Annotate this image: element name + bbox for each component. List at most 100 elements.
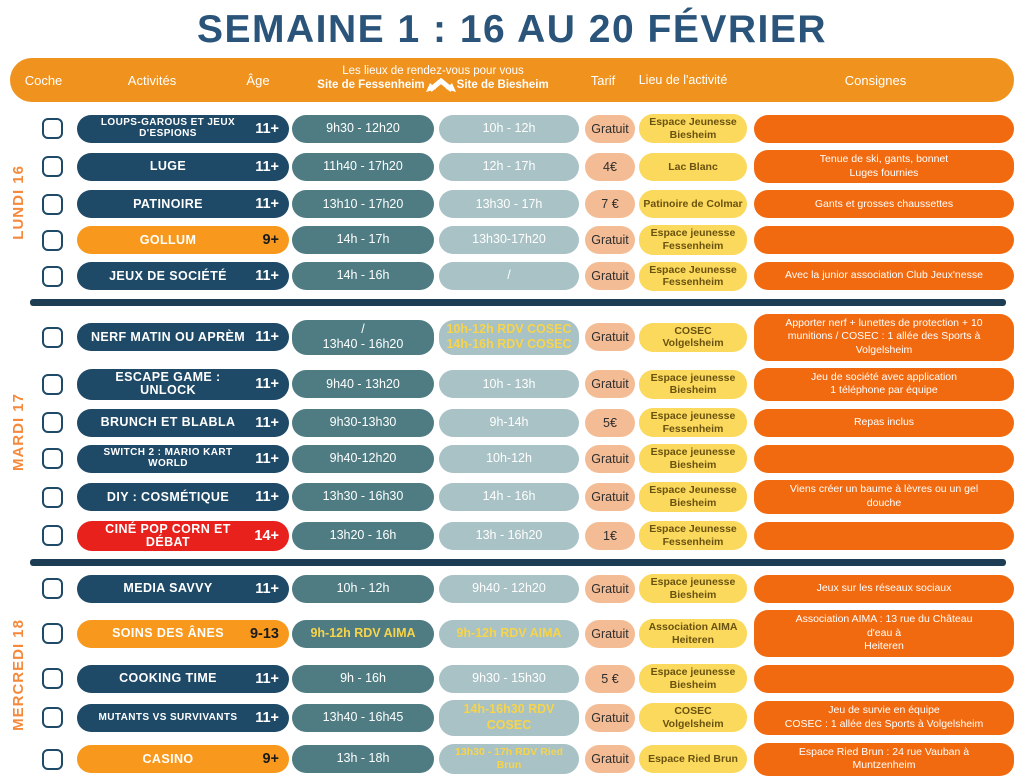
activity-checkbox[interactable]	[42, 486, 63, 508]
table-row: CINÉ POP CORN ET DÉBAT 14+ 13h20 - 16h 13h …	[36, 520, 1024, 551]
activity-pill[interactable]: PATINOIRE 11+	[77, 190, 289, 219]
activity-checkbox[interactable]	[42, 525, 63, 547]
meeting-sites-row: Site de Fessenheim Site de Biesheim	[317, 77, 549, 96]
activity-name: BRUNCH ET BLABLA	[100, 415, 236, 430]
section-separator	[30, 298, 1006, 306]
activity-checkbox[interactable]	[42, 668, 63, 690]
table-row: NERF MATIN OU APRÈM 11+ / 13h40 - 16h20 10h…	[36, 313, 1024, 361]
location-pill: Espace Jeunesse Biesheim	[639, 114, 747, 144]
fessenheim-time-pill: 13h40 - 16h45	[292, 703, 434, 732]
table-row: CASINO 9+ 13h - 18h 13h30 - 17h RDV Ried Br…	[36, 742, 1024, 776]
activity-pill[interactable]: MUTANTS VS SURVIVANTS 11+	[77, 703, 289, 732]
schedule-body: LUNDI 16 LOUPS-GAROUS ET JEUX D'ESPIONS 11…	[0, 108, 1024, 782]
activity-pill[interactable]: BRUNCH ET BLABLA 11+	[77, 408, 289, 437]
shuttle-arrow-icon	[425, 77, 457, 96]
location-pill: COSEC Volgelsheim	[639, 703, 747, 733]
location-pill: Espace Jeunesse Fessenheim	[639, 521, 747, 551]
activity-pill[interactable]: COOKING TIME 11+	[77, 664, 289, 693]
location-pill: Espace Jeunesse Biesheim	[639, 482, 747, 512]
location-pill: Association AIMA Heiteren	[639, 619, 747, 649]
table-row: ESCAPE GAME : UNLOCK 11+ 9h40 - 13h20 10h -…	[36, 367, 1024, 402]
location-pill: Espace Ried Brun	[639, 745, 747, 774]
biesheim-time-pill: 10h - 13h	[439, 370, 579, 399]
activity-pill[interactable]: LOUPS-GAROUS ET JEUX D'ESPIONS 11+	[77, 114, 289, 143]
consigne-pill	[754, 521, 1014, 550]
activity-checkbox[interactable]	[42, 193, 63, 215]
day-label: MARDI 17	[9, 393, 27, 472]
activity-pill[interactable]: DIY : COSMÉTIQUE 11+	[77, 483, 289, 512]
activity-pill[interactable]: SWITCH 2 : MARIO KART WORLD 11+	[77, 444, 289, 473]
fessenheim-time-pill: 9h-12h RDV AIMA	[292, 619, 434, 648]
activity-pill[interactable]: MEDIA SAVVY 11+	[77, 574, 289, 603]
location-pill: COSEC Volgelsheim	[639, 322, 747, 352]
age-badge: 11+	[255, 414, 279, 431]
activity-pill[interactable]: ESCAPE GAME : UNLOCK 11+	[77, 369, 289, 400]
activity-checkbox[interactable]	[42, 448, 63, 470]
activity-checkbox[interactable]	[42, 623, 63, 645]
activity-pill[interactable]: CASINO 9+	[77, 745, 289, 774]
checkbox-cell	[36, 525, 77, 547]
activity-name: MUTANTS VS SURVIVANTS	[98, 711, 238, 723]
location-pill: Espace jeunesse Biesheim	[639, 444, 747, 474]
column-header-coche: Coche	[24, 72, 63, 88]
location-pill: Espace jeunesse Biesheim	[639, 369, 747, 399]
tarif-pill: Gratuit	[585, 370, 635, 399]
column-header-consignes: Consignes	[844, 72, 907, 88]
checkbox-cell	[36, 578, 77, 600]
activity-name: COOKING TIME	[119, 671, 217, 686]
activity-checkbox[interactable]	[42, 229, 63, 251]
column-header-lieu: Lieu de l'activité	[638, 73, 728, 87]
tarif-pill: Gratuit	[585, 114, 635, 143]
weekly-schedule-page: SEMAINE 1 : 16 AU 20 FÉVRIER Coche Activ…	[10, 8, 1014, 776]
activity-checkbox[interactable]	[42, 118, 63, 140]
fessenheim-time-pill: 14h - 17h	[292, 226, 434, 255]
activity-name: DIY : COSMÉTIQUE	[106, 489, 230, 504]
age-badge: 11+	[255, 268, 279, 285]
fessenheim-time-pill: 13h10 - 17h20	[292, 190, 434, 219]
fessenheim-time-pill: 11h40 - 17h20	[292, 152, 434, 181]
checkbox-cell	[36, 326, 77, 348]
activity-checkbox[interactable]	[42, 748, 63, 770]
activity-checkbox[interactable]	[42, 373, 63, 395]
tarif-pill: 5 €	[585, 664, 635, 693]
tarif-pill: 5€	[585, 408, 635, 437]
checkbox-cell	[36, 448, 77, 470]
tarif-pill: 1€	[585, 521, 635, 550]
activity-pill[interactable]: NERF MATIN OU APRÈM 11+	[77, 323, 289, 352]
consigne-pill: Tenue de ski, gants, bonnet Luges fourni…	[754, 150, 1014, 184]
consigne-pill: Repas inclus	[754, 408, 1014, 437]
column-header-meeting-places: Les lieux de rendez-vous pour vous Site …	[289, 64, 577, 97]
activity-pill[interactable]: SOINS DES ÂNES 9-13	[77, 619, 289, 648]
activity-pill[interactable]: CINÉ POP CORN ET DÉBAT 14+	[77, 520, 289, 551]
activity-pill[interactable]: JEUX DE SOCIÉTÉ 11+	[77, 262, 289, 291]
day-strip: MARDI 17	[0, 314, 36, 551]
age-badge: 11+	[255, 709, 279, 726]
fessenheim-time-pill: 13h20 - 16h	[292, 521, 434, 550]
activity-checkbox[interactable]	[42, 578, 63, 600]
activity-checkbox[interactable]	[42, 326, 63, 348]
activity-pill[interactable]: GOLLUM 9+	[77, 226, 289, 255]
age-badge: 11+	[255, 670, 279, 687]
biesheim-time-pill: 13h - 16h20	[439, 521, 579, 550]
table-row: MUTANTS VS SURVIVANTS 11+ 13h40 - 16h45 14h…	[36, 700, 1024, 736]
table-row: JEUX DE SOCIÉTÉ 11+ 14h - 16h / Gratuit Espac…	[36, 261, 1024, 291]
fessenheim-time-pill: 9h - 16h	[292, 664, 434, 693]
age-badge: 11+	[255, 158, 279, 175]
tarif-pill: Gratuit	[585, 262, 635, 291]
activity-checkbox[interactable]	[42, 412, 63, 434]
consigne-pill: Apporter nerf + lunettes de protection +…	[754, 313, 1014, 361]
biesheim-time-pill: 9h-14h	[439, 408, 579, 437]
checkbox-cell	[36, 623, 77, 645]
activity-checkbox[interactable]	[42, 156, 63, 178]
activity-name: CASINO	[142, 751, 194, 766]
activity-pill[interactable]: LUGE 11+	[77, 152, 289, 181]
tarif-pill: Gratuit	[585, 323, 635, 352]
location-pill: Espace Jeunesse Fessenheim	[639, 261, 747, 291]
checkbox-cell	[36, 412, 77, 434]
activity-checkbox[interactable]	[42, 265, 63, 287]
checkbox-cell	[36, 265, 77, 287]
tarif-pill: Gratuit	[585, 226, 635, 255]
location-pill: Patinoire de Colmar	[639, 190, 747, 219]
activity-checkbox[interactable]	[42, 707, 63, 729]
table-row: DIY : COSMÉTIQUE 11+ 13h30 - 16h30 14h - 16…	[36, 480, 1024, 514]
